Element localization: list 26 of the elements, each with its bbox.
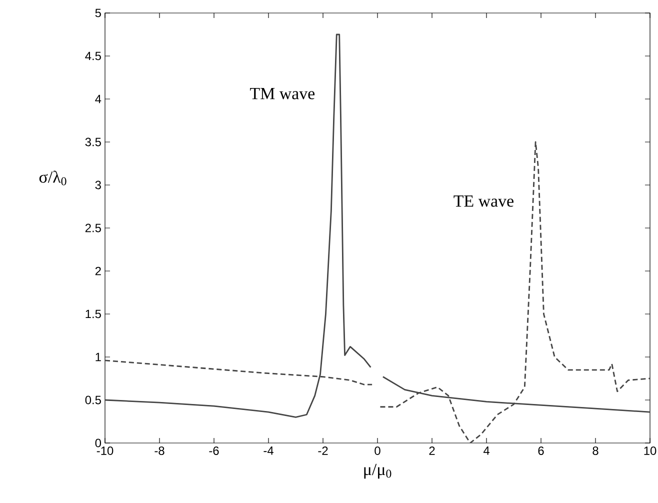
y-tick-label: 4.5	[85, 52, 101, 60]
x-tick-label: 8	[592, 446, 598, 455]
y-tick-label: 3.5	[85, 138, 101, 146]
x-tick-label: 10	[644, 446, 656, 455]
x-tick-label: -8	[154, 446, 164, 455]
x-tick-label: 2	[429, 446, 435, 455]
x-tick-label: 6	[538, 446, 544, 455]
y-tick-label: 3	[95, 180, 101, 190]
x-tick-label: 0	[374, 446, 380, 455]
series-label: TM wave	[250, 88, 315, 100]
x-tick-label: -2	[318, 446, 328, 455]
x-tick-label: -6	[209, 446, 219, 455]
y-tick-label: 0	[95, 438, 102, 448]
y-tick-label: 0.5	[85, 396, 101, 404]
y-tick-label: 2.5	[85, 224, 101, 232]
y-tick-label: 5	[95, 8, 101, 18]
x-tick-label: -10	[96, 446, 114, 455]
x-tick-label: -4	[264, 446, 274, 455]
series-label: TE wave	[454, 196, 514, 207]
y-tick-label: 4	[95, 94, 102, 104]
y-axis-title: σ/λ$_{0}$	[39, 170, 66, 186]
y-tick-label: 2	[95, 266, 101, 276]
x-tick-label: 4	[483, 446, 490, 455]
y-tick-label: 1.5	[86, 310, 101, 318]
x-axis-title: μ/μ$_{0}$	[364, 464, 392, 479]
y-tick-label: 1	[96, 352, 101, 362]
